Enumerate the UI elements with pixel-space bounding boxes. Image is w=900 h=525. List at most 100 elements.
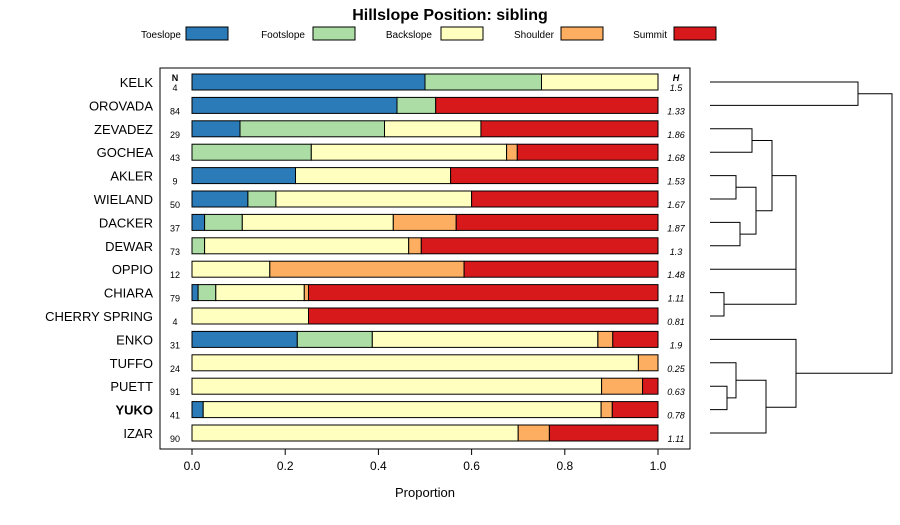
bar-izar-summit	[548, 424, 659, 442]
bar-puett-backslope	[191, 377, 603, 395]
plot-frame	[159, 67, 691, 450]
bar-izar-backslope	[191, 424, 519, 442]
dendrogram-branch-1	[710, 128, 753, 153]
legend-label-footslope: Footslope	[261, 30, 305, 41]
h-value-chiara: 1.11	[668, 294, 685, 304]
dendrogram-branch-6	[710, 292, 725, 317]
dendrogram-branch-11	[710, 362, 737, 399]
h-value-tuffo: 0.25	[667, 364, 686, 374]
bar-dewar-summit	[420, 237, 659, 255]
bar-cherry-spring-summit	[308, 307, 659, 325]
bar-izar-shoulder	[517, 424, 550, 442]
bar-cherry-spring-backslope	[191, 307, 309, 325]
bar-gochea-shoulder	[506, 143, 518, 161]
n-value-puett: 91	[170, 387, 180, 397]
h-value-puett: 0.63	[667, 387, 685, 397]
n-value-akler: 9	[172, 177, 177, 187]
h-value-gochea: 1.68	[667, 153, 685, 163]
n-value-yuko: 41	[170, 411, 180, 421]
bar-oppio-backslope	[191, 260, 271, 278]
bar-wieland-footslope	[247, 190, 277, 208]
bar-akler-summit	[450, 167, 659, 185]
bar-zevadez-summit	[480, 120, 659, 138]
legend-swatch-summit	[673, 26, 717, 41]
dendrogram-branch-12	[710, 379, 767, 434]
legend-label-shoulder: Shoulder	[514, 30, 555, 41]
h-value-zevadez: 1.86	[667, 130, 685, 140]
bar-yuko-shoulder	[600, 401, 613, 419]
bar-yuko-summit	[611, 401, 659, 419]
h-value-izar: 1.11	[668, 434, 685, 444]
dendrogram-branch-3	[710, 221, 741, 247]
dendrogram-branch-10	[710, 385, 728, 411]
bar-dacker-shoulder	[392, 213, 457, 231]
x-tick-label-5: 1.0	[650, 459, 667, 473]
n-value-orovada: 84	[170, 106, 180, 116]
row-label-akler: AKLER	[110, 169, 153, 184]
n-value-oppio: 12	[170, 270, 180, 280]
bar-orovada-summit	[435, 96, 659, 114]
bar-enko-backslope	[371, 330, 599, 348]
legend-label-toeslope: Toeslope	[141, 30, 181, 41]
bar-zevadez-footslope	[239, 120, 385, 138]
dendrogram	[710, 81, 893, 434]
bar-chiara-shoulder	[303, 284, 309, 302]
legend-label-backslope: Backslope	[386, 30, 433, 41]
row-label-chiara: CHIARA	[104, 286, 153, 301]
dendrogram-branch-13	[710, 338, 797, 408]
h-value-enko: 1.9	[670, 340, 683, 350]
bar-enko-summit	[612, 330, 659, 348]
h-value-cherry-spring: 0.81	[667, 317, 685, 327]
n-value-enko: 31	[170, 340, 180, 350]
bar-dacker-backslope	[241, 213, 394, 231]
h-value-orovada: 1.33	[667, 106, 685, 116]
legend-swatch-backslope	[440, 26, 484, 41]
dendrogram-branch-8	[772, 175, 797, 287]
n-value-tuffo: 24	[170, 364, 180, 374]
h-value-yuko: 0.78	[667, 411, 685, 421]
dendrogram-branch-5	[752, 140, 773, 212]
bar-gochea-summit	[516, 143, 659, 161]
dendrogram-branch-4	[736, 186, 757, 235]
dendrogram-branch-7	[710, 268, 797, 305]
n-value-gochea: 43	[170, 153, 180, 163]
row-label-cherry-spring: CHERRY SPRING	[45, 309, 153, 324]
dendrogram-branch-9	[858, 93, 893, 323]
legend-swatch-footslope	[312, 26, 356, 41]
bar-kelk-footslope	[424, 73, 542, 91]
bar-oppio-shoulder	[269, 260, 465, 278]
bar-enko-toeslope	[191, 330, 298, 348]
n-value-dewar: 73	[170, 247, 180, 257]
row-label-gochea: GOCHEA	[97, 145, 154, 160]
x-tick-label-0: 0.0	[184, 459, 201, 473]
h-value-oppio: 1.48	[667, 270, 685, 280]
x-tick-label-2: 0.4	[370, 459, 387, 473]
bar-chiara-summit	[308, 284, 659, 302]
x-axis-label: Proportion	[395, 485, 455, 500]
n-value-chiara: 79	[170, 294, 180, 304]
h-value-akler: 1.53	[667, 177, 685, 187]
dendrogram-branch-0	[710, 81, 859, 106]
bar-orovada-footslope	[396, 96, 437, 114]
n-header: N	[172, 73, 179, 83]
bar-wieland-toeslope	[191, 190, 249, 208]
bar-orovada-toeslope	[191, 96, 398, 114]
n-value-zevadez: 29	[170, 130, 180, 140]
h-value-wieland: 1.67	[667, 200, 686, 210]
x-tick-label-1: 0.2	[277, 459, 294, 473]
row-label-izar: IZAR	[123, 426, 153, 441]
bar-akler-toeslope	[191, 167, 296, 185]
row-label-orovada: OROVADA	[89, 98, 153, 113]
legend-swatch-shoulder	[560, 26, 604, 41]
bar-dacker-toeslope	[191, 213, 206, 231]
legend: Toeslope Footslope Backslope Shoulder Summit	[141, 26, 717, 41]
bar-yuko-backslope	[202, 401, 602, 419]
n-value-kelk: 4	[172, 83, 177, 93]
bar-gochea-backslope	[310, 143, 508, 161]
bar-dewar-footslope	[191, 237, 206, 255]
bar-chiara-backslope	[215, 284, 305, 302]
row-label-oppio: OPPIO	[112, 262, 153, 277]
chart-title: Hillslope Position: sibling	[352, 7, 548, 24]
bar-tuffo-backslope	[191, 354, 639, 372]
